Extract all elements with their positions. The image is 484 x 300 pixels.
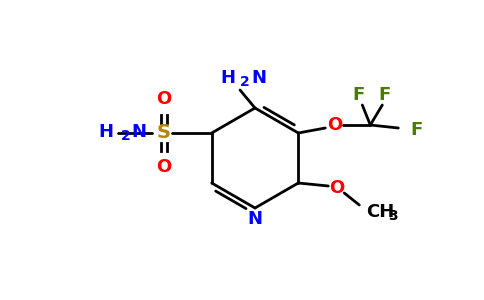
Text: O: O (329, 179, 344, 197)
Text: O: O (156, 158, 171, 176)
Text: O: O (156, 90, 171, 108)
Text: H: H (99, 123, 114, 141)
Text: F: F (378, 86, 391, 104)
Text: 2: 2 (240, 75, 250, 89)
Text: O: O (327, 116, 342, 134)
Text: N: N (247, 210, 262, 228)
Text: N: N (251, 69, 266, 87)
Text: F: F (352, 86, 364, 104)
Text: H: H (220, 69, 235, 87)
Text: 2: 2 (121, 129, 131, 143)
Text: S: S (157, 124, 171, 142)
Text: N: N (132, 123, 147, 141)
Text: 3: 3 (388, 209, 398, 223)
Text: F: F (410, 121, 423, 139)
Text: CH: CH (366, 203, 394, 221)
